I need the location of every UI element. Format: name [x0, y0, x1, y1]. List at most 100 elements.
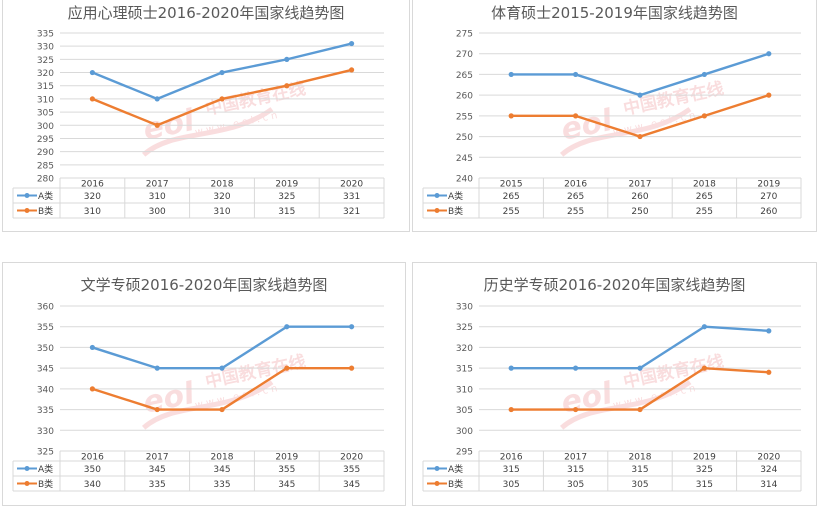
- table-cell-value: 260: [760, 207, 777, 217]
- data-point: [637, 92, 643, 98]
- y-tick-label: 295: [37, 135, 54, 145]
- data-point: [701, 324, 707, 330]
- data-point: [349, 324, 355, 330]
- data-point: [701, 71, 707, 78]
- table-cell-value: 250: [631, 207, 648, 217]
- x-tick-label: 2019: [757, 180, 780, 190]
- legend-label: A类: [448, 190, 463, 202]
- table-cell-value: 270: [760, 192, 777, 202]
- chart-panel-literature: 文学专硕2016-2020年国家线趋势图 eol 中国教育在线 www.eol.cn…: [2, 262, 406, 506]
- watermark-swoosh: [141, 107, 274, 157]
- legend-key-marker: [24, 481, 30, 486]
- table-cell-value: 340: [84, 480, 101, 490]
- table-cell-value: 325: [278, 192, 295, 202]
- table-cell-value: 305: [567, 480, 584, 490]
- table-cell-value: 331: [343, 192, 360, 202]
- table-cell-value: 315: [631, 465, 648, 475]
- x-tick-label: 2018: [629, 453, 652, 463]
- table-cell-value: 265: [567, 192, 584, 202]
- data-point: [508, 113, 514, 119]
- table-cell-value: 320: [213, 192, 230, 202]
- table-cell-value: 335: [213, 480, 230, 490]
- watermark-swoosh: [141, 380, 274, 430]
- table-cell-value: 315: [278, 207, 295, 217]
- x-tick-label: 2018: [693, 180, 716, 190]
- watermark-swoosh: [559, 380, 692, 430]
- x-tick-label: 2016: [81, 453, 104, 463]
- data-point: [219, 365, 225, 371]
- y-tick-label: 360: [37, 303, 54, 313]
- line-chart: eol中国教育在线www.eol.cn325330335340345350355…: [12, 303, 385, 492]
- data-point: [508, 365, 514, 371]
- x-tick-label: 2019: [693, 453, 716, 463]
- y-tick-label: 320: [37, 69, 54, 79]
- y-tick-label: 245: [456, 154, 473, 164]
- legend-key-marker: [434, 481, 440, 486]
- data-point: [284, 324, 290, 330]
- x-tick-label: 2019: [275, 453, 298, 463]
- watermark-swoosh: [559, 107, 692, 157]
- legend-key-marker: [24, 193, 30, 198]
- y-tick-label: 325: [37, 56, 54, 66]
- data-point: [766, 369, 772, 375]
- y-tick-label: 255: [456, 112, 473, 122]
- data-point: [349, 365, 355, 371]
- y-tick-label: 350: [37, 344, 54, 354]
- y-tick-label: 330: [37, 43, 54, 53]
- table-cell-value: 345: [343, 480, 360, 490]
- legend-label: B类: [38, 205, 53, 217]
- data-point: [219, 69, 225, 76]
- x-tick-label: 2017: [146, 180, 169, 190]
- y-tick-label: 335: [37, 30, 54, 40]
- data-point: [637, 133, 643, 140]
- table-cell-value: 350: [84, 465, 101, 475]
- y-tick-label: 275: [456, 30, 473, 40]
- table-cell-value: 310: [149, 192, 166, 202]
- x-tick-label: 2017: [564, 453, 587, 463]
- y-tick-label: 325: [456, 323, 473, 333]
- watermark-logo: eol: [558, 376, 616, 421]
- legend-label: B类: [38, 478, 53, 490]
- y-tick-label: 355: [37, 323, 54, 333]
- legend-label: A类: [448, 463, 463, 475]
- x-tick-label: 2018: [211, 180, 234, 190]
- x-tick-label: 2020: [340, 180, 363, 190]
- x-tick-label: 2015: [500, 180, 523, 190]
- data-point: [154, 96, 160, 102]
- table-cell-value: 325: [696, 465, 713, 475]
- y-tick-label: 240: [456, 175, 473, 185]
- data-point: [349, 67, 355, 73]
- watermark-logo: eol: [140, 376, 198, 421]
- data-point: [89, 386, 95, 392]
- line-chart: eol中国教育在线www.eol.cn240245250255260265270…: [422, 30, 802, 219]
- table-cell-value: 345: [278, 480, 295, 490]
- x-tick-label: 2016: [564, 180, 587, 190]
- table-cell-value: 305: [503, 480, 520, 490]
- table-cell-value: 315: [503, 465, 520, 475]
- x-tick-label: 2019: [275, 180, 298, 190]
- chart-title: 体育硕士2015-2019年国家线趋势图: [491, 4, 738, 22]
- y-tick-label: 260: [456, 92, 473, 102]
- data-point: [637, 406, 643, 413]
- line-chart: eol中国教育在线www.eol.cn295300305310315320325…: [422, 303, 802, 492]
- table-cell-value: 355: [278, 465, 295, 475]
- data-point: [573, 406, 579, 413]
- data-point: [154, 365, 160, 371]
- y-tick-label: 335: [37, 406, 54, 416]
- y-tick-label: 280: [37, 175, 54, 185]
- y-tick-label: 305: [456, 406, 473, 416]
- chart-panel-history: 历史学专硕2016-2020年国家线趋势图 eol 中国教育在线 www.eol.c…: [412, 262, 817, 506]
- table-cell-value: 300: [149, 207, 166, 217]
- table-cell-value: 324: [760, 465, 777, 475]
- chart-title: 文学专硕2016-2020年国家线趋势图: [80, 276, 328, 294]
- x-tick-label: 2016: [500, 453, 523, 463]
- data-point: [284, 56, 290, 62]
- legend-key-marker: [434, 193, 440, 198]
- y-tick-label: 330: [37, 427, 54, 437]
- y-tick-label: 325: [37, 448, 54, 458]
- table-cell-value: 314: [760, 480, 777, 490]
- y-tick-label: 265: [456, 71, 473, 81]
- data-point: [573, 113, 579, 119]
- table-cell-value: 255: [567, 207, 584, 217]
